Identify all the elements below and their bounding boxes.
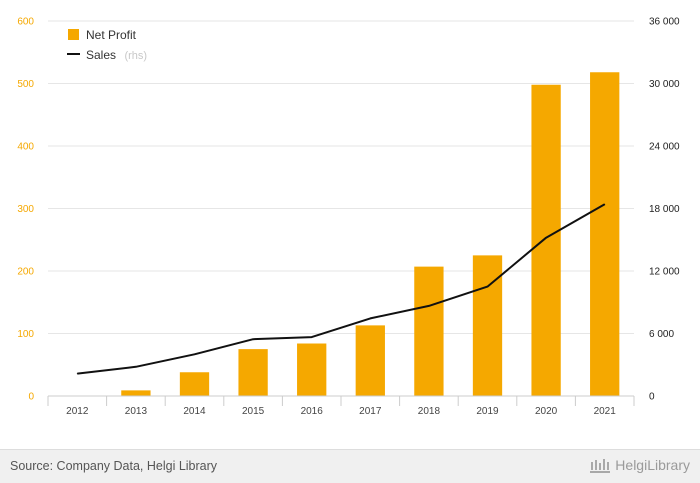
footer: Source: Company Data, Helgi Library Helg… [0, 449, 700, 483]
x-axis-tick-label: 2013 [125, 406, 148, 417]
sales-point-2015 [252, 338, 254, 340]
bar-2014 [179, 372, 210, 396]
sales-point-2019 [487, 286, 488, 288]
brand-name: HelgiLibrary [615, 457, 690, 473]
legend-bar-swatch [68, 29, 79, 40]
right-axis-tick-label: 0 [649, 392, 655, 403]
right-axis-tick-label: 36 000 [649, 17, 680, 28]
left-axis-tick-label: 300 [17, 204, 34, 215]
source-text: Source: Company Data, Helgi Library [10, 459, 218, 473]
right-axis-tick-label: 6 000 [649, 329, 674, 340]
x-axis-tick-label: 2021 [594, 406, 617, 417]
x-axis-tick-label: 2012 [66, 406, 89, 417]
right-axis-tick-label: 24 000 [649, 142, 680, 153]
sales-point-2018 [428, 305, 430, 307]
left-axis-tick-label: 200 [17, 267, 34, 278]
sales-point-2021 [604, 203, 606, 205]
sales-point-2014 [194, 353, 195, 355]
bar-2018 [414, 266, 444, 396]
x-axis-tick-label: 2020 [535, 406, 558, 417]
x-axis-tick-label: 2014 [183, 406, 206, 417]
x-axis-tick-label: 2016 [301, 406, 324, 417]
left-axis-tick-label: 0 [28, 392, 34, 403]
library-icon [590, 459, 611, 473]
bar-series-net-profit [121, 72, 620, 396]
bar-2013 [121, 390, 151, 396]
right-axis-tick-label: 18 000 [649, 204, 680, 215]
bar-2021 [590, 72, 620, 396]
x-axis-tick-label: 2018 [418, 406, 441, 417]
axes: 0 0 100 6 000 200 12 000 300 18 000 400 24 000 500… [17, 17, 680, 418]
legend: Net Profit Sales (rhs) [67, 28, 147, 63]
right-axis-tick-label: 30 000 [649, 79, 680, 90]
legend-label-sales-text: Sales [86, 48, 116, 62]
sales-point-2017 [369, 317, 371, 319]
x-axis-tick-label: 2015 [242, 406, 265, 417]
left-axis-tick-label: 500 [17, 79, 34, 90]
bar-2017 [355, 325, 385, 396]
brand-logo: HelgiLibrary [589, 456, 690, 474]
x-axis-tick-label: 2017 [359, 406, 382, 417]
sales-point-2016 [311, 336, 313, 338]
legend-label-sales: Sales (rhs) [86, 46, 147, 63]
right-axis-tick-label: 12 000 [649, 267, 680, 278]
sales-point-2012 [76, 373, 78, 375]
bar-2016 [297, 343, 327, 396]
left-axis-tick-label: 600 [17, 17, 34, 28]
bar-2019 [472, 255, 503, 396]
bar-2015 [238, 349, 268, 396]
x-axis-tick-label: 2019 [476, 406, 499, 417]
bar-2020 [531, 84, 561, 396]
line-series-sales [76, 203, 606, 375]
sales-point-2020 [545, 237, 547, 239]
legend-label-net-profit: Net Profit [86, 28, 137, 42]
sales-line [77, 203, 606, 375]
left-axis-tick-label: 400 [17, 142, 34, 153]
sales-point-2013 [135, 366, 137, 368]
legend-label-sales-note: (rhs) [124, 50, 147, 62]
left-axis-tick-label: 100 [17, 329, 34, 340]
chart: 0 0 100 6 000 200 12 000 300 18 000 400 24 000 500… [17, 17, 680, 418]
